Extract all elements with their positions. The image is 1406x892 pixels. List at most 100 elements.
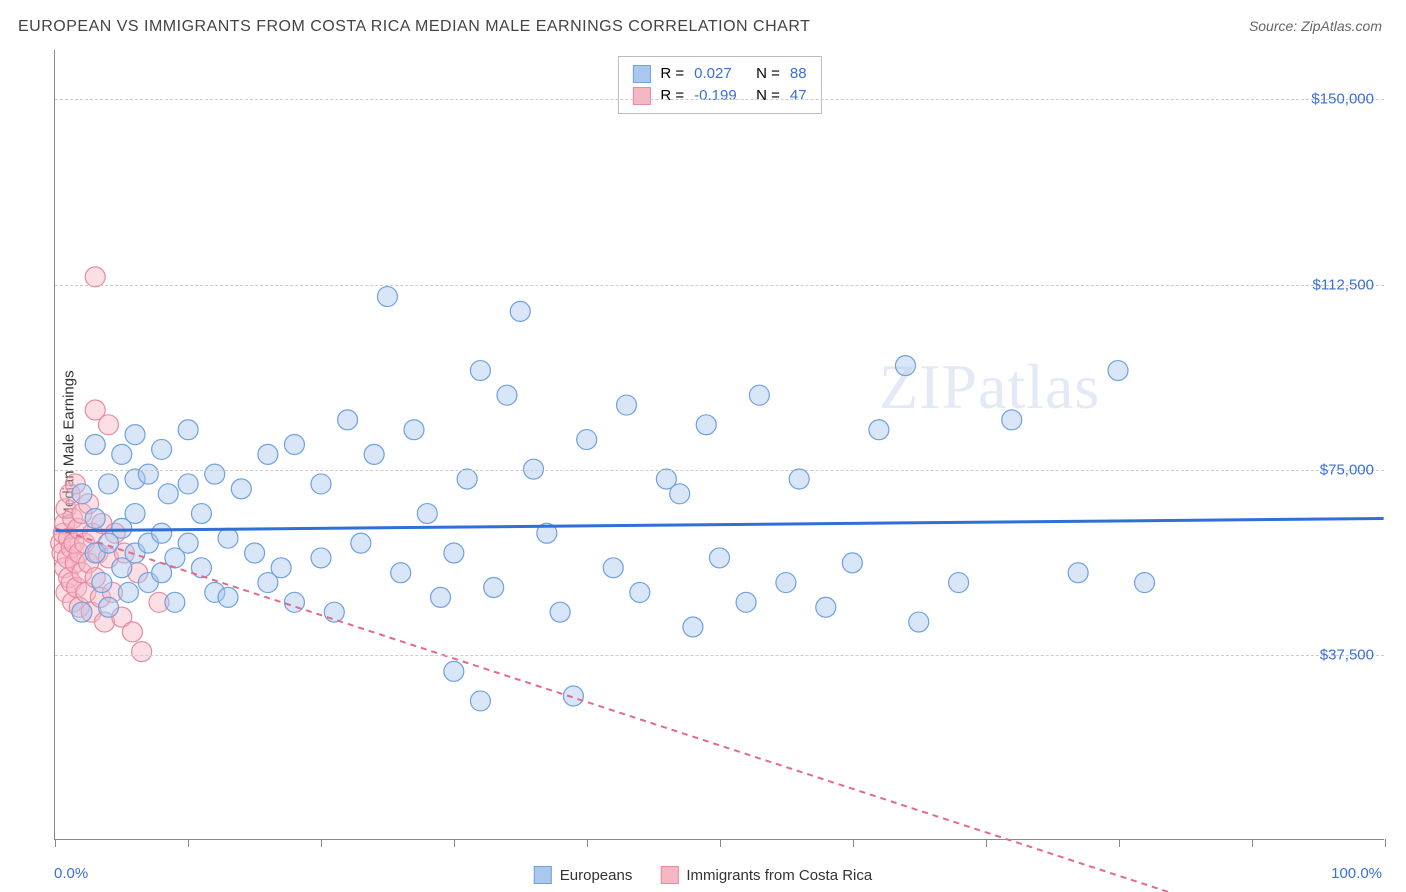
- data-point: [284, 592, 304, 612]
- chart-title: EUROPEAN VS IMMIGRANTS FROM COSTA RICA M…: [18, 18, 810, 36]
- data-point: [710, 548, 730, 568]
- data-point: [191, 504, 211, 524]
- data-point: [165, 592, 185, 612]
- regression-line: [55, 528, 1383, 892]
- x-tick: [188, 839, 189, 847]
- data-point: [85, 435, 105, 455]
- data-point: [909, 612, 929, 632]
- x-tick: [55, 839, 56, 847]
- data-point: [158, 484, 178, 504]
- data-point: [284, 435, 304, 455]
- x-tick: [1252, 839, 1253, 847]
- data-point: [550, 602, 570, 622]
- data-point: [218, 528, 238, 548]
- data-point: [617, 395, 637, 415]
- data-point: [72, 484, 92, 504]
- data-point: [178, 474, 198, 494]
- scatter-svg: [55, 50, 1384, 839]
- data-point: [1068, 563, 1088, 583]
- series-legend: Europeans Immigrants from Costa Rica: [534, 866, 872, 884]
- legend-item-2: Immigrants from Costa Rica: [660, 866, 872, 884]
- data-point: [417, 504, 437, 524]
- data-point: [271, 558, 291, 578]
- data-point: [470, 691, 490, 711]
- data-point: [895, 356, 915, 376]
- data-point: [603, 558, 623, 578]
- data-point: [92, 573, 112, 593]
- data-point: [311, 548, 331, 568]
- data-point: [470, 361, 490, 381]
- source-label: Source: ZipAtlas.com: [1249, 18, 1382, 34]
- data-point: [1002, 410, 1022, 430]
- data-point: [736, 592, 756, 612]
- x-tick: [1119, 839, 1120, 847]
- data-point: [444, 543, 464, 563]
- data-point: [231, 479, 251, 499]
- x-tick: [321, 839, 322, 847]
- data-point: [112, 444, 132, 464]
- y-tick-label: $150,000: [1311, 91, 1374, 108]
- data-point: [484, 578, 504, 598]
- legend-label-1: Europeans: [560, 867, 633, 884]
- data-point: [98, 415, 118, 435]
- data-point: [98, 474, 118, 494]
- data-point: [122, 622, 142, 642]
- data-point: [311, 474, 331, 494]
- data-point: [138, 464, 158, 484]
- data-point: [949, 573, 969, 593]
- data-point: [630, 582, 650, 602]
- data-point: [789, 469, 809, 489]
- data-point: [1135, 573, 1155, 593]
- gridline: [55, 285, 1384, 286]
- data-point: [152, 523, 172, 543]
- data-point: [563, 686, 583, 706]
- data-point: [205, 464, 225, 484]
- y-tick-label: $75,000: [1320, 461, 1374, 478]
- data-point: [497, 385, 517, 405]
- gridline: [55, 470, 1384, 471]
- data-point: [258, 444, 278, 464]
- data-point: [816, 597, 836, 617]
- legend-item-1: Europeans: [534, 866, 633, 884]
- data-point: [776, 573, 796, 593]
- x-min-label: 0.0%: [54, 865, 88, 882]
- data-point: [132, 642, 152, 662]
- data-point: [351, 533, 371, 553]
- data-point: [1108, 361, 1128, 381]
- data-point: [510, 301, 530, 321]
- swatch-icon: [660, 866, 678, 884]
- swatch-icon: [534, 866, 552, 884]
- data-point: [670, 484, 690, 504]
- y-tick-label: $37,500: [1320, 646, 1374, 663]
- gridline: [55, 99, 1384, 100]
- data-point: [178, 420, 198, 440]
- data-point: [125, 425, 145, 445]
- data-point: [178, 533, 198, 553]
- data-point: [152, 439, 172, 459]
- x-tick: [1385, 839, 1386, 847]
- data-point: [842, 553, 862, 573]
- data-point: [118, 582, 138, 602]
- x-tick: [720, 839, 721, 847]
- data-point: [245, 543, 265, 563]
- y-tick-label: $112,500: [1313, 276, 1374, 293]
- data-point: [98, 597, 118, 617]
- data-point: [457, 469, 477, 489]
- data-point: [391, 563, 411, 583]
- x-max-label: 100.0%: [1331, 865, 1382, 882]
- data-point: [72, 602, 92, 622]
- data-point: [85, 508, 105, 528]
- data-point: [696, 415, 716, 435]
- data-point: [364, 444, 384, 464]
- data-point: [338, 410, 358, 430]
- data-point: [404, 420, 424, 440]
- x-tick: [454, 839, 455, 847]
- x-tick: [986, 839, 987, 847]
- plot-area: Median Male Earnings ZIPatlas R = 0.027 …: [54, 50, 1384, 840]
- data-point: [869, 420, 889, 440]
- data-point: [431, 587, 451, 607]
- x-tick: [853, 839, 854, 847]
- data-point: [324, 602, 344, 622]
- data-point: [749, 385, 769, 405]
- gridline: [55, 655, 1384, 656]
